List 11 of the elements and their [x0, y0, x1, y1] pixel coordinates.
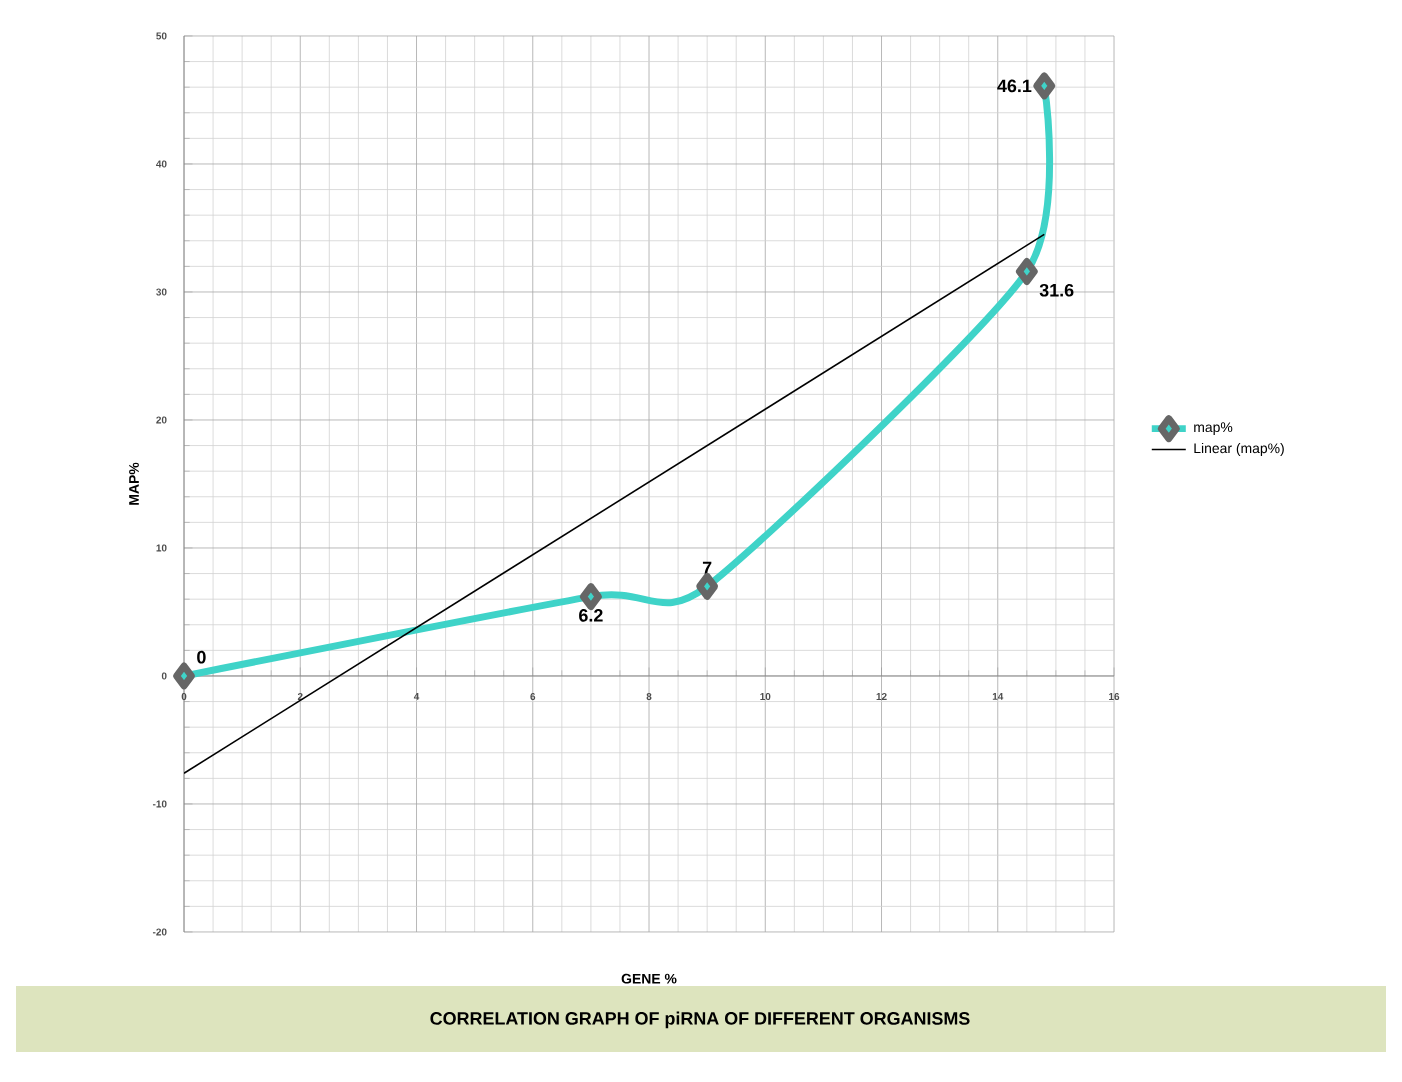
- text: CORRELATION GRAPH OF piRNA OF DIFFERENT ORGANISMS: [430, 1011, 970, 1029]
- point: [579, 583, 602, 611]
- data-label: 6.2: [579, 609, 603, 622]
- point: [173, 662, 195, 690]
- data-label: 31.6: [1039, 283, 1074, 297]
- point: [1033, 72, 1056, 100]
- data-label: 46.1: [997, 79, 1032, 93]
- data-label: 0: [197, 650, 206, 664]
- point: [696, 572, 719, 600]
- data-label: 7: [702, 561, 712, 574]
- point: [1015, 258, 1038, 285]
